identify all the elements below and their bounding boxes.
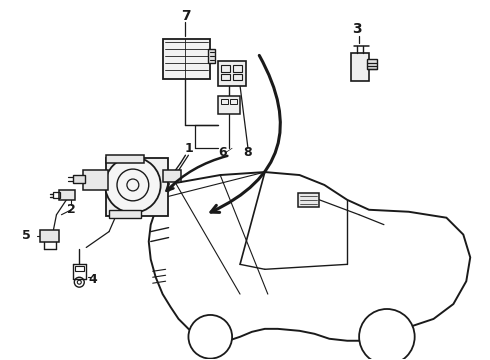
Bar bbox=[53, 192, 60, 198]
Circle shape bbox=[359, 309, 415, 360]
Bar bbox=[163, 39, 210, 79]
Text: 7: 7 bbox=[181, 9, 190, 23]
Text: 4: 4 bbox=[89, 273, 98, 286]
Bar bbox=[163, 170, 180, 182]
Bar bbox=[233, 65, 242, 72]
Text: 3: 3 bbox=[352, 22, 362, 36]
Bar bbox=[230, 99, 237, 104]
Bar bbox=[106, 158, 168, 216]
Bar bbox=[221, 74, 230, 80]
Bar bbox=[351, 53, 369, 81]
Bar bbox=[106, 155, 144, 163]
Bar bbox=[40, 230, 59, 242]
Text: 1: 1 bbox=[184, 142, 193, 155]
Bar bbox=[74, 175, 85, 183]
Text: 6: 6 bbox=[218, 146, 226, 159]
Bar bbox=[83, 170, 108, 190]
Text: 8: 8 bbox=[244, 146, 252, 159]
Bar bbox=[59, 190, 75, 200]
Circle shape bbox=[105, 157, 161, 213]
Text: 2: 2 bbox=[67, 203, 76, 216]
Bar bbox=[221, 99, 228, 104]
Circle shape bbox=[189, 315, 232, 359]
Bar bbox=[75, 266, 84, 271]
Bar bbox=[221, 65, 230, 72]
Bar bbox=[208, 49, 215, 63]
Bar bbox=[218, 96, 240, 113]
Text: 5: 5 bbox=[23, 229, 31, 242]
Bar bbox=[233, 74, 242, 80]
Bar bbox=[367, 59, 377, 69]
Bar bbox=[218, 61, 246, 86]
Bar bbox=[297, 193, 319, 207]
Bar bbox=[109, 210, 141, 218]
